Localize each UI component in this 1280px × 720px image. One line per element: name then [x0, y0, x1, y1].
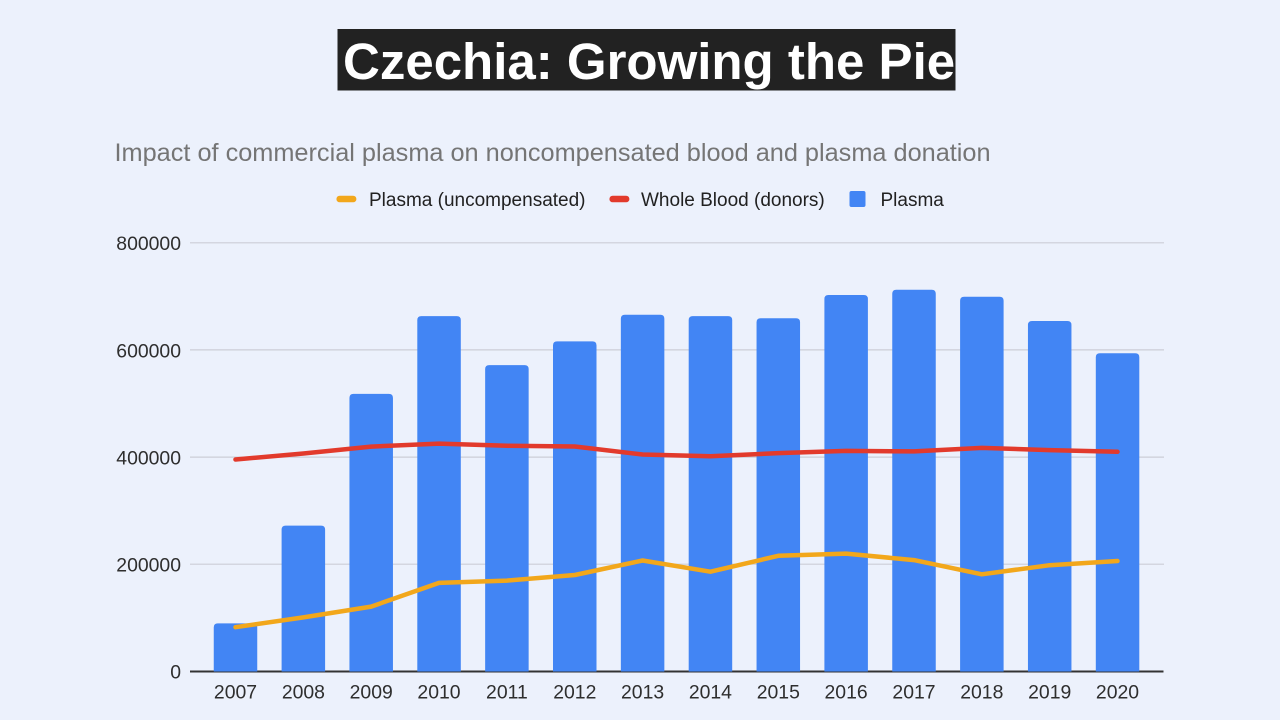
svg-text:0: 0: [170, 662, 181, 684]
svg-text:2012: 2012: [553, 682, 596, 704]
svg-text:2019: 2019: [1028, 682, 1071, 704]
svg-text:2011: 2011: [486, 682, 528, 704]
svg-text:2007: 2007: [214, 682, 257, 704]
svg-text:2009: 2009: [350, 682, 393, 704]
svg-text:2013: 2013: [621, 682, 664, 704]
svg-text:2018: 2018: [960, 682, 1003, 704]
svg-text:400000: 400000: [116, 447, 181, 469]
svg-text:2017: 2017: [892, 682, 935, 704]
svg-text:Plasma: Plasma: [881, 190, 945, 211]
svg-text:Czechia: Growing the Pie: Czechia: Growing the Pie: [343, 33, 955, 90]
svg-text:Whole Blood (donors): Whole Blood (donors): [641, 190, 825, 211]
svg-text:2010: 2010: [417, 682, 460, 704]
svg-text:2020: 2020: [1096, 682, 1139, 704]
svg-text:2015: 2015: [757, 682, 800, 704]
svg-text:2014: 2014: [689, 682, 732, 704]
svg-text:800000: 800000: [116, 233, 181, 255]
svg-text:Impact of commercial plasma on: Impact of commercial plasma on noncompen…: [115, 139, 991, 167]
svg-text:200000: 200000: [116, 555, 181, 577]
svg-text:2008: 2008: [282, 682, 325, 704]
svg-text:2016: 2016: [825, 682, 868, 704]
svg-text:600000: 600000: [116, 340, 181, 362]
svg-text:Plasma (uncompensated): Plasma (uncompensated): [369, 190, 586, 211]
